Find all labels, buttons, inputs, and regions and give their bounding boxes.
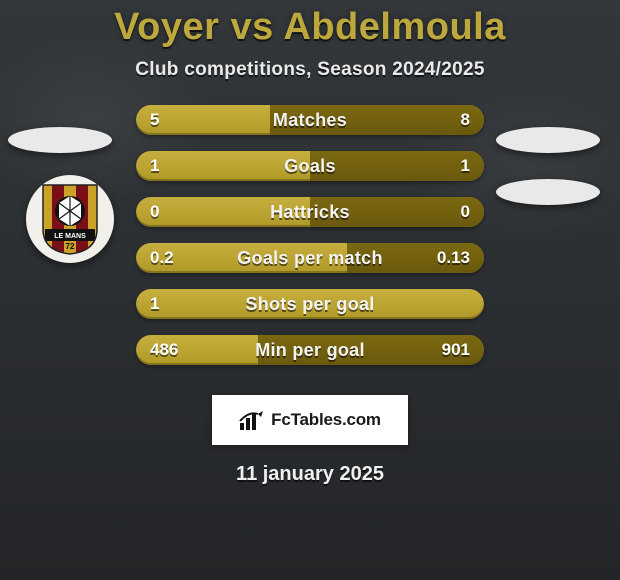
stat-value-right: 8: [461, 105, 470, 135]
svg-text:LE MANS: LE MANS: [54, 233, 86, 240]
stat-value-right: 901: [442, 335, 470, 365]
watermark: FcTables.com: [212, 395, 408, 445]
fctables-logo-icon: [239, 409, 265, 431]
stat-row: 1Shots per goal: [136, 289, 484, 319]
stat-label: Matches: [136, 105, 484, 135]
stat-bars: 5Matches8 1Goals1 0Hattricks0 0.2Goals per …: [136, 105, 484, 381]
stat-label: Min per goal: [136, 335, 484, 365]
stat-label: Shots per goal: [136, 289, 484, 319]
stat-row: 0.2Goals per match0.13: [136, 243, 484, 273]
stat-value-right: 1: [461, 151, 470, 181]
stat-value-right: 0.13: [437, 243, 470, 273]
stat-row: 0Hattricks0: [136, 197, 484, 227]
player-right-placeholder-icon: [496, 127, 600, 153]
comparison-layout: LE MANS 72 5Matches8 1Goals1 0Hattricks0 0.…: [0, 105, 620, 385]
infographic-card: Voyer vs Abdelmoula Club competitions, S…: [0, 0, 620, 580]
club-left-badge: LE MANS 72: [26, 175, 114, 263]
stat-row: 486Min per goal901: [136, 335, 484, 365]
page-title: Voyer vs Abdelmoula: [0, 0, 620, 49]
club-right-placeholder-icon: [496, 179, 600, 205]
subtitle: Club competitions, Season 2024/2025: [0, 59, 620, 81]
player-left-placeholder-icon: [8, 127, 112, 153]
stat-label: Goals: [136, 151, 484, 181]
lemans-shield-icon: LE MANS 72: [39, 183, 101, 255]
date-label: 11 january 2025: [0, 463, 620, 486]
stat-label: Goals per match: [136, 243, 484, 273]
stat-label: Hattricks: [136, 197, 484, 227]
stat-value-right: 0: [461, 197, 470, 227]
stat-row: 1Goals1: [136, 151, 484, 181]
svg-text:72: 72: [66, 242, 75, 251]
watermark-text: FcTables.com: [271, 410, 381, 430]
stat-row: 5Matches8: [136, 105, 484, 135]
